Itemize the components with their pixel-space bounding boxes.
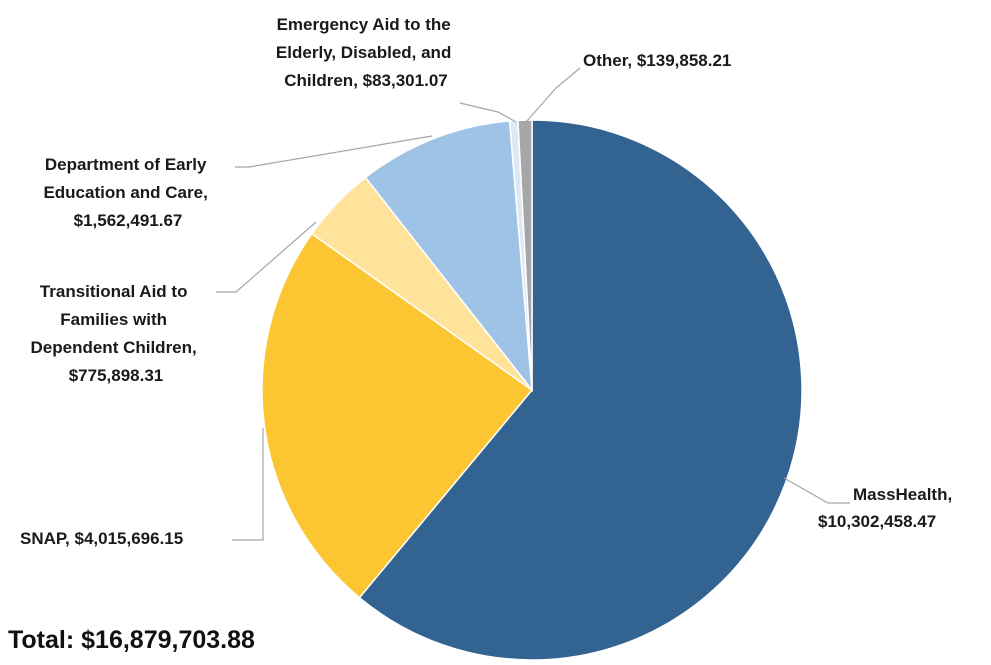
leader-line-tafdc xyxy=(216,221,317,293)
slice-label-line: Elderly, Disabled, and xyxy=(276,43,451,62)
slice-label-line: Education and Care, xyxy=(43,183,207,202)
pie-slice-other xyxy=(517,119,533,391)
pie-slice-masshealth xyxy=(358,119,803,661)
slice-label-line: Transitional Aid to xyxy=(40,282,188,301)
slice-label-line: MassHealth, xyxy=(853,485,952,504)
slice-label-masshealth: MassHealth, $10,302,458.47 xyxy=(818,485,957,531)
slice-label-line: $10,302,458.47 xyxy=(818,512,936,531)
slice-label-line: Other, $139,858.21 xyxy=(583,51,731,70)
pie-slice-snap xyxy=(261,232,534,599)
slice-labels: MassHealth, $10,302,458.47 SNAP, $4,015,… xyxy=(20,15,957,548)
slice-label-line: Families with xyxy=(60,310,167,329)
leader-lines xyxy=(216,67,850,541)
slice-label-tafdc: Transitional Aid to Families with Depend… xyxy=(31,282,202,385)
slice-label-line: Children, $83,301.07 xyxy=(284,71,447,90)
total-label: Total: $16,879,703.88 xyxy=(8,626,255,654)
leader-line-other xyxy=(525,67,581,123)
pie-slice-eec xyxy=(364,120,533,393)
leader-line-eaedc xyxy=(459,102,517,123)
slice-label-eaedc: Emergency Aid to the Elderly, Disabled, … xyxy=(276,15,456,90)
slice-label-line: $1,562,491.67 xyxy=(74,211,183,230)
slice-label-eec: Department of Early Education and Care, … xyxy=(43,155,212,230)
leader-line-masshealth xyxy=(783,477,850,504)
leader-line-eec xyxy=(235,135,433,168)
slice-label-line: Department of Early xyxy=(45,155,207,174)
slice-label-snap: SNAP, $4,015,696.15 xyxy=(20,529,183,548)
slice-label-line: Emergency Aid to the xyxy=(277,15,451,34)
slice-label-other: Other, $139,858.21 xyxy=(583,51,731,70)
slice-label-line: Dependent Children, xyxy=(31,338,197,357)
slice-label-line: $775,898.31 xyxy=(69,366,164,385)
pie-slices xyxy=(261,119,803,661)
slice-label-line: SNAP, $4,015,696.15 xyxy=(20,529,183,548)
leader-line-snap xyxy=(232,428,264,541)
